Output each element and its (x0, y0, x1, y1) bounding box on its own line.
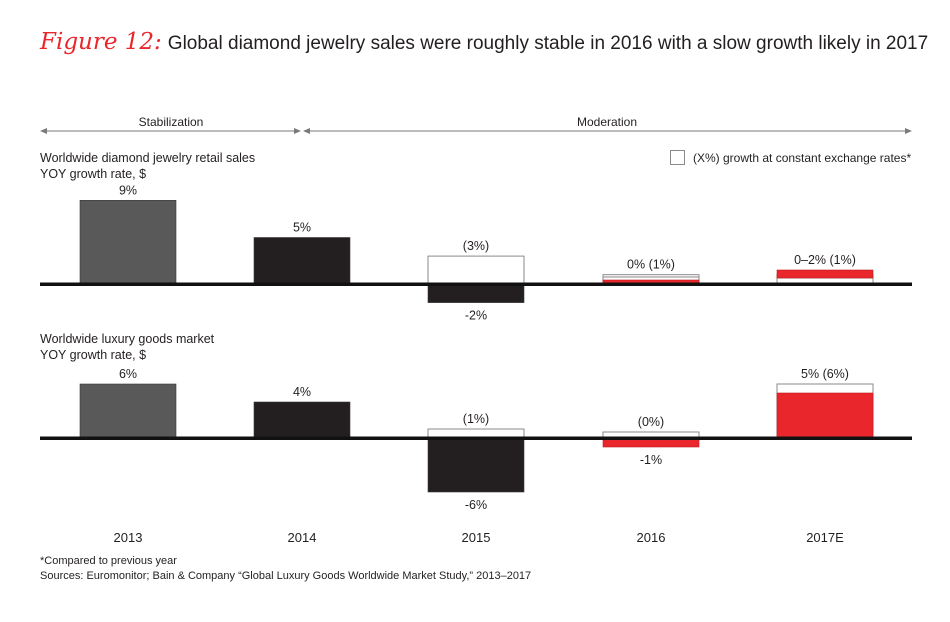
data-label: 6% (119, 367, 137, 381)
data-label: 9% (119, 183, 137, 197)
phase-label-stabilization: Stabilization (139, 115, 204, 129)
panel-bottom-title: Worldwide luxury goods market (40, 332, 215, 346)
bar-diamond-2013 (79, 200, 177, 285)
bar-diamond-2017E (776, 269, 874, 279)
arrow-left-icon (40, 128, 47, 134)
sources-note: Sources: Euromonitor; Bain & Company “Gl… (40, 570, 532, 582)
figure-title-text: Global diamond jewelry sales were roughl… (167, 33, 929, 54)
constant-fx-label: (3%) (463, 239, 489, 253)
data-label: 4% (293, 385, 311, 399)
x-tick-label: 2017E (806, 530, 844, 545)
data-label: 5% (293, 221, 311, 235)
figure-number: Figure 12: (40, 29, 162, 55)
x-tick-label: 2015 (462, 530, 491, 545)
arrow-left-icon (303, 128, 310, 134)
axis-baseline-luxury (40, 436, 912, 440)
x-tick-label: 2013 (114, 530, 143, 545)
constant-fx-label: (0%) (638, 415, 664, 429)
bar-luxury-2017E (776, 392, 874, 439)
phase-label-moderation: Moderation (577, 115, 637, 129)
legend-label: (X%) growth at constant exchange rates* (693, 150, 912, 165)
panel-top-subtitle: YOY growth rate, $ (40, 167, 147, 181)
data-label: 5% (6%) (801, 367, 849, 381)
bar-luxury-2013 (79, 383, 177, 439)
figure-title: Figure 12: Global diamond jewelry sales w… (40, 29, 928, 55)
panel-top-label: Worldwide diamond jewelry retail sales Y… (40, 150, 255, 182)
footnote: *Compared to previous year (40, 555, 177, 567)
data-label: 0–2% (1%) (794, 253, 856, 267)
panel-bottom-subtitle: YOY growth rate, $ (40, 348, 147, 362)
data-label: 0% (1%) (627, 258, 675, 272)
bar-luxury-2014 (253, 401, 351, 439)
panel-bottom-label: Worldwide luxury goods market YOY growth… (40, 331, 214, 363)
x-tick-label: 2014 (288, 530, 317, 545)
arrow-right-icon (905, 128, 912, 134)
data-label: -2% (465, 309, 487, 323)
data-label: -1% (640, 453, 662, 467)
bar-luxury-2015 (427, 437, 525, 493)
x-tick-label: 2016 (637, 530, 666, 545)
arrow-right-icon (294, 128, 301, 134)
axis-baseline-diamond (40, 282, 912, 286)
bar-diamond-2015 (427, 283, 525, 303)
legend-outline-swatch (670, 150, 685, 165)
bar-constant-fx (427, 255, 525, 285)
legend: (X%) growth at constant exchange rates* (670, 150, 911, 165)
constant-fx-label: (1%) (463, 412, 489, 426)
data-label: -6% (465, 498, 487, 512)
bar-diamond-2014 (253, 237, 351, 285)
panel-top-title: Worldwide diamond jewelry retail sales (40, 151, 256, 165)
